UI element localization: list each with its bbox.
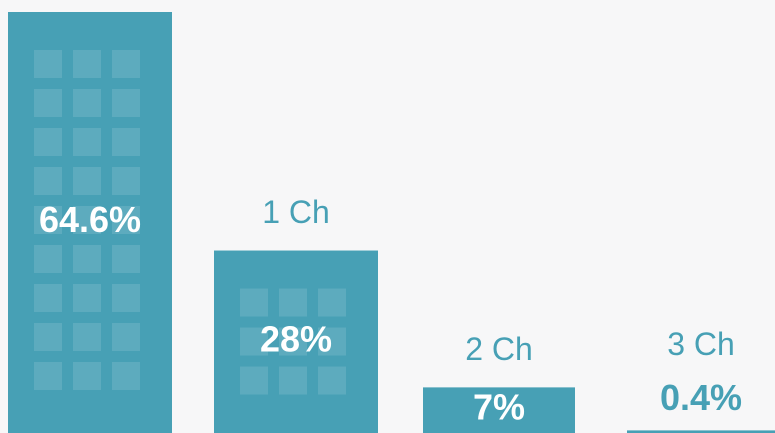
window xyxy=(73,323,101,351)
window xyxy=(34,323,62,351)
window xyxy=(73,362,101,390)
window xyxy=(112,362,140,390)
window xyxy=(240,327,268,356)
window xyxy=(279,288,307,317)
window xyxy=(34,206,62,234)
window xyxy=(318,327,346,356)
window xyxy=(73,206,101,234)
window xyxy=(112,323,140,351)
window xyxy=(240,288,268,317)
value-label: 0.4% xyxy=(660,377,742,418)
window xyxy=(240,366,268,395)
bar xyxy=(8,12,172,433)
window xyxy=(112,167,140,195)
window xyxy=(73,245,101,273)
window xyxy=(73,50,101,78)
window xyxy=(112,89,140,117)
window xyxy=(73,128,101,156)
window xyxy=(34,128,62,156)
value-label: 64.6% xyxy=(39,199,141,240)
window xyxy=(112,245,140,273)
window xyxy=(73,284,101,312)
value-label: 7% xyxy=(473,387,525,428)
category-label: 2 Ch xyxy=(465,331,533,367)
window xyxy=(34,89,62,117)
value-label: 28% xyxy=(260,318,332,359)
window xyxy=(34,50,62,78)
window xyxy=(34,362,62,390)
category-label: 1 Ch xyxy=(262,194,330,230)
bar xyxy=(423,387,575,433)
window xyxy=(112,128,140,156)
window xyxy=(112,284,140,312)
bar xyxy=(627,430,775,433)
window xyxy=(112,206,140,234)
window xyxy=(318,288,346,317)
window xyxy=(318,366,346,395)
category-label: 3 Ch xyxy=(667,326,735,362)
window xyxy=(279,366,307,395)
window xyxy=(34,245,62,273)
window xyxy=(73,167,101,195)
window xyxy=(34,284,62,312)
window xyxy=(279,327,307,356)
window xyxy=(112,50,140,78)
window xyxy=(34,167,62,195)
bar xyxy=(214,250,378,433)
window xyxy=(73,89,101,117)
